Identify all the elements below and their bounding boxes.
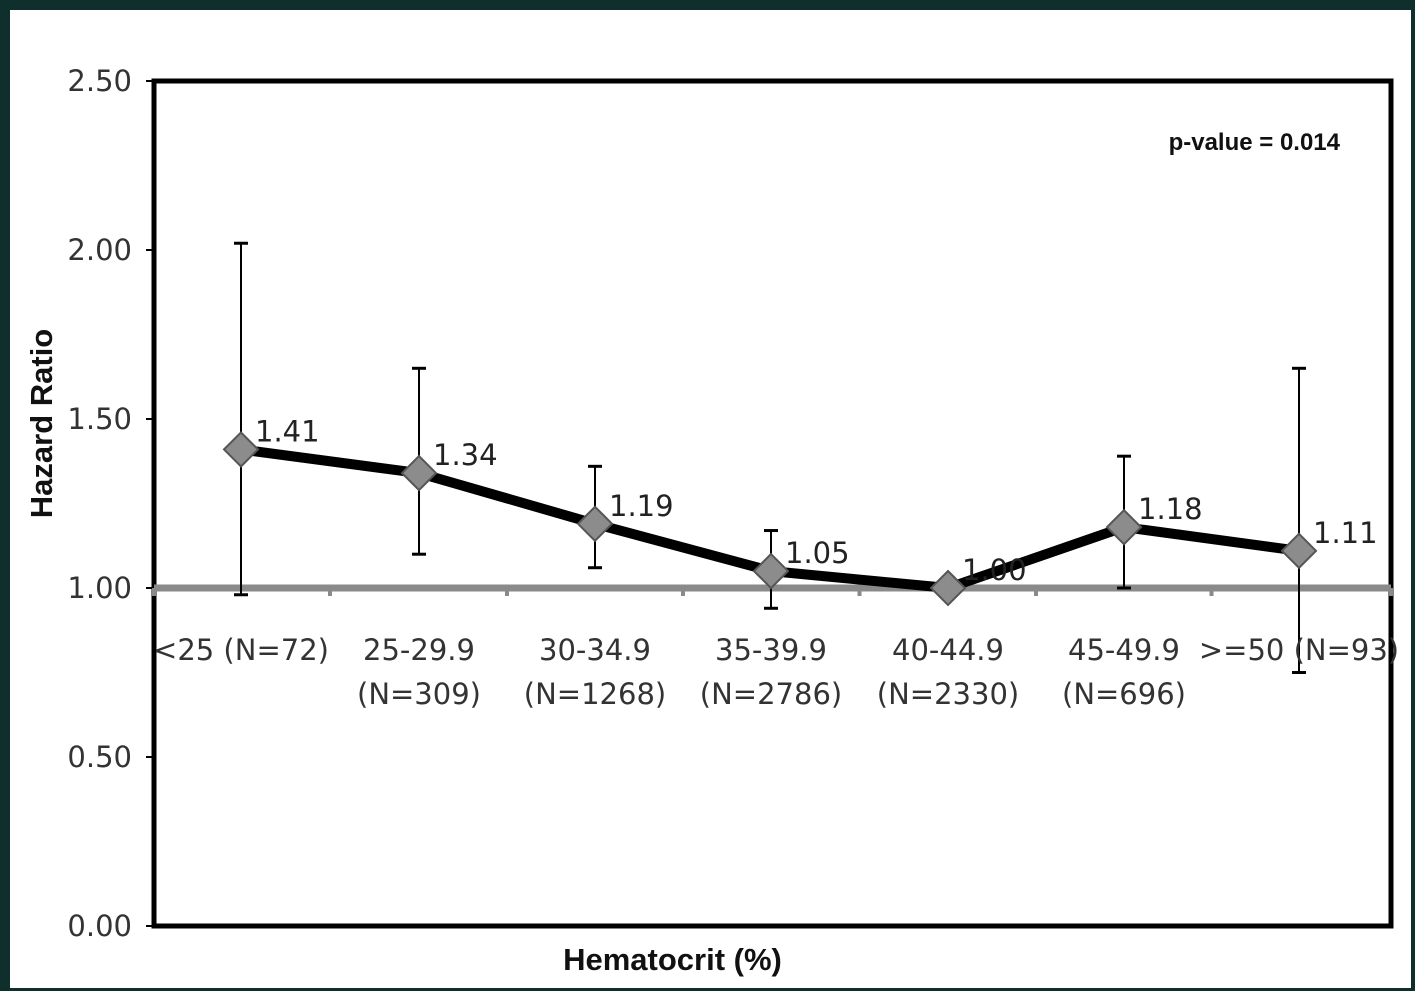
data-label: 1.19 [609,489,674,523]
x-category-count: (N=1268) [524,677,666,711]
y-tick-label: 0.50 [67,740,132,774]
hazard-ratio-chart: 0.00 0.50 1.00 1.50 2.00 2.50 1.41 1.34 1.19 1.0… [24,64,1399,977]
x-category-range: 25-29.9 [363,633,475,667]
plot-area-border [151,78,1394,929]
reference-line-group [152,584,1393,596]
x-category-count: (N=2786) [700,677,842,711]
x-axis-title: Hematocrit (%) [563,942,782,977]
y-tick-label: 0.00 [67,909,132,943]
category-labels: <25 (N=72) 25-29.9 (N=309)30-34.9 (N=1268)3… [153,633,1399,711]
data-label: 1.00 [962,553,1027,587]
data-point-marker [222,431,260,468]
x-category-label: 40-44.9 (N=2330) [877,633,1019,711]
x-category-label: 35-39.9 (N=2786) [700,633,842,711]
data-point-marker [400,454,438,492]
x-category-range: 40-44.9 [892,633,1004,667]
x-category-count: (N=2330) [877,677,1019,711]
data-point-marker [1105,508,1143,546]
y-tick-label: 2.50 [67,64,132,98]
p-value-annotation: p-value = 0.014 [1169,129,1341,156]
x-category-range: 45-49.9 [1068,633,1180,667]
data-label: 1.11 [1313,516,1378,550]
x-category-label: 45-49.9 (N=696) [1062,633,1186,711]
axes: 0.00 0.50 1.00 1.50 2.00 2.50 [67,64,1394,943]
y-tick-label: 1.50 [67,402,132,436]
data-label: 1.18 [1138,492,1203,526]
y-tick-label: 1.00 [67,571,132,605]
data-label: 1.34 [433,438,498,472]
y-tick-label: 2.00 [67,233,132,267]
x-category-range: 35-39.9 [715,633,827,667]
data-point-marker [752,552,790,590]
data-point-marker [929,569,967,607]
x-category-count: (N=696) [1062,677,1186,711]
x-category-label: <25 (N=72) [153,633,329,667]
data-label: 1.41 [255,414,320,448]
data-point-marker [576,505,614,543]
x-category-label: 30-34.9 (N=1268) [524,633,666,711]
data-point-marker [1280,532,1318,570]
data-label: 1.05 [785,536,850,570]
data-labels: 1.41 1.34 1.19 1.05 1.00 1.18 1.11 [255,414,1378,587]
x-category-label: >=50 (N=93) [1199,633,1399,667]
error-bars [234,241,1306,674]
error-bar [1292,366,1306,674]
x-category-label: 25-29.9 (N=309) [357,633,481,711]
x-category-count: (N=309) [357,677,481,711]
x-category-range: 30-34.9 [539,633,651,667]
y-axis-title: Hazard Ratio [24,329,59,518]
chart-frame: 0.00 0.50 1.00 1.50 2.00 2.50 1.41 1.34 1.19 1.0… [10,10,1411,988]
data-markers [222,431,1318,607]
error-bar [234,241,248,597]
